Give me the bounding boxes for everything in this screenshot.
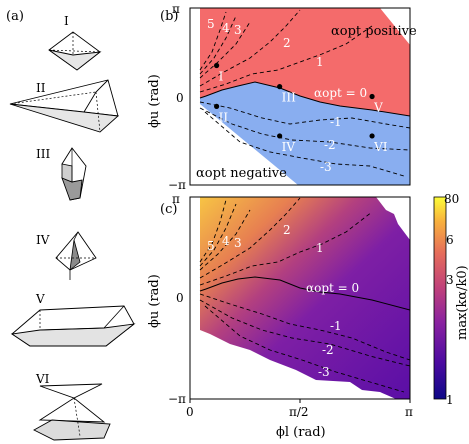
point-label-V: V [373, 101, 383, 115]
heatmap-region [200, 197, 410, 399]
colorbar: 80 6 3 1 max(kα/k0) [433, 192, 469, 407]
panel-b-y-axis: π 0 −π ϕu (rad) [147, 2, 186, 192]
contour-label-m3: -3 [320, 160, 332, 174]
colorbar-tick-1: 1 [446, 393, 454, 407]
contour-label-5-c: 5 [207, 239, 215, 253]
panel-b-label: (b) [160, 9, 178, 24]
contour-label-0-c: αopt = 0 [306, 281, 359, 295]
region-positive-label: αopt positive [331, 24, 417, 39]
point-label-II: II [219, 110, 229, 124]
contour-label-m2: -2 [324, 138, 336, 152]
y-tick-pi-b: π [172, 2, 180, 16]
shape-II-label: II [36, 81, 46, 95]
panel-a-label: (a) [6, 9, 24, 24]
y-tick-pi-c: π [172, 192, 180, 206]
point-I [214, 62, 220, 69]
x-tick-pi: π [405, 405, 413, 419]
shape-V: V [10, 292, 136, 347]
contour-label-3: 3 [234, 23, 242, 37]
y-tick-mpi-c: −π [168, 392, 186, 406]
shape-VI-label: VI [35, 372, 50, 386]
contour-label-1-c: 1 [316, 241, 324, 255]
contour-label-4: 4 [222, 21, 230, 35]
contour-label-m2-c: -2 [322, 343, 334, 357]
x-axis-label: ϕl (rad) [276, 425, 326, 440]
point-label-IV: IV [282, 140, 296, 154]
y-tick-0-b: 0 [176, 91, 184, 105]
contour-label-m1: -1 [330, 115, 342, 129]
panel-c-x-axis: 0 π/2 π ϕl (rad) [186, 399, 413, 440]
point-label-I: I [219, 70, 224, 84]
x-tick-0: 0 [186, 405, 194, 419]
y-axis-label-b: ϕu (rad) [147, 74, 162, 128]
shape-II: II [9, 79, 120, 133]
region-negative [200, 82, 410, 185]
y-tick-mpi-b: −π [168, 178, 186, 192]
panel-b-frame [189, 7, 411, 186]
region-positive [200, 8, 410, 116]
shape-I: I [48, 14, 102, 71]
panel-b-contour-labels: 5 4 3 2 1 αopt = 0 -1 -2 -3 [207, 17, 367, 174]
contour-label-0: αopt = 0 [314, 86, 367, 100]
shape-V-label: V [35, 292, 45, 306]
point-II [214, 103, 220, 109]
shape-III: III [36, 147, 87, 201]
contour-label-1: 1 [316, 55, 324, 69]
point-V [369, 93, 375, 100]
shape-I-label: I [64, 14, 69, 28]
colorbar-gradient [433, 196, 447, 400]
panel-c-label: (c) [160, 202, 177, 217]
colorbar-label: max(kα/k0) [455, 265, 469, 340]
y-axis-label-c: ϕu (rad) [147, 274, 162, 328]
point-label-VI: VI [373, 140, 388, 154]
colorbar-tick-6: 6 [446, 233, 454, 247]
contour-label-4-c: 4 [222, 234, 230, 248]
panel-c-y-axis: π 0 −π ϕu (rad) [147, 192, 186, 406]
contour-label-5: 5 [207, 17, 215, 31]
panel-c-contour-labels: 5 4 3 2 1 αopt = 0 -1 -2 -3 [207, 223, 359, 379]
panel-b-contours [199, 9, 410, 177]
contour-label-3-c: 3 [234, 236, 242, 250]
point-VI [369, 133, 375, 139]
y-tick-0-c: 0 [176, 291, 184, 305]
colorbar-tick-80: 80 [444, 192, 459, 206]
shape-IV: IV [36, 231, 97, 280]
contour-label-2: 2 [283, 36, 291, 50]
region-negative-label: αopt negative [196, 166, 287, 181]
point-III [277, 84, 283, 90]
shape-IV-label: IV [36, 233, 50, 247]
shape-VI: VI [33, 372, 111, 441]
panel-c-heatmap [200, 197, 410, 399]
contour-label-2-c: 2 [283, 223, 291, 237]
point-label-III: III [282, 91, 296, 105]
zero-contour-c [199, 276, 410, 311]
shape-III-label: III [36, 147, 50, 161]
colorbar-tick-3: 3 [446, 273, 454, 287]
contour-label-m3-c: -3 [318, 365, 330, 379]
point-IV [277, 133, 283, 139]
panel-b-regions [200, 8, 410, 185]
contour-label-m1-c: -1 [330, 319, 342, 333]
x-tick-pi-half: π/2 [289, 405, 309, 419]
panel-c-contours [199, 197, 410, 393]
